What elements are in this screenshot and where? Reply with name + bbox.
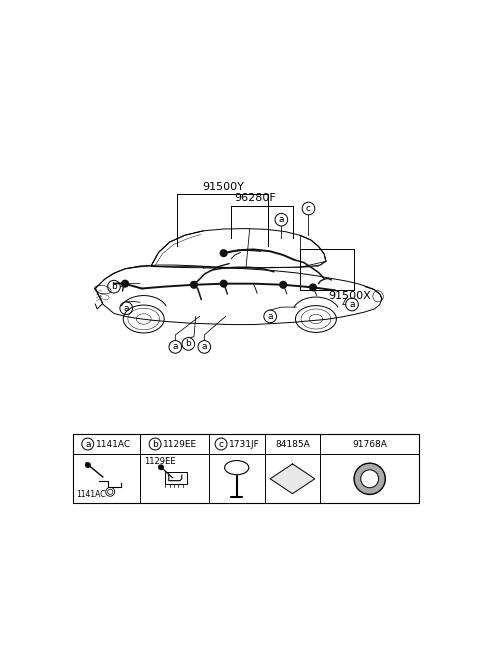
Text: 96280F: 96280F: [234, 193, 276, 203]
Circle shape: [122, 280, 129, 287]
Text: 1129EE: 1129EE: [163, 440, 197, 449]
Text: 91500X: 91500X: [328, 291, 371, 301]
Text: 91768A: 91768A: [352, 440, 387, 449]
Text: 91500Y: 91500Y: [203, 182, 245, 192]
Circle shape: [220, 250, 227, 256]
Text: a: a: [278, 215, 284, 224]
Text: a: a: [202, 342, 207, 352]
Text: c: c: [218, 440, 224, 449]
Wedge shape: [354, 463, 385, 495]
Text: a: a: [85, 440, 91, 449]
Bar: [73, 434, 419, 503]
Text: 1129EE: 1129EE: [144, 457, 175, 466]
Bar: [165, 472, 187, 483]
Text: a: a: [267, 312, 273, 321]
Text: a: a: [123, 304, 129, 313]
Text: a: a: [349, 300, 355, 309]
Circle shape: [159, 465, 163, 470]
Text: b: b: [152, 440, 158, 449]
Circle shape: [220, 280, 227, 287]
Polygon shape: [270, 464, 315, 494]
Circle shape: [310, 284, 316, 291]
Text: 1731JF: 1731JF: [229, 440, 260, 449]
Text: c: c: [306, 204, 311, 213]
Text: 1141AC: 1141AC: [76, 489, 106, 499]
Circle shape: [280, 281, 287, 288]
Text: 84185A: 84185A: [275, 440, 310, 449]
Text: 1141AC: 1141AC: [96, 440, 131, 449]
Text: a: a: [173, 342, 178, 352]
Text: b: b: [185, 339, 191, 348]
Text: b: b: [111, 282, 117, 291]
Circle shape: [191, 281, 197, 288]
Circle shape: [85, 462, 90, 467]
